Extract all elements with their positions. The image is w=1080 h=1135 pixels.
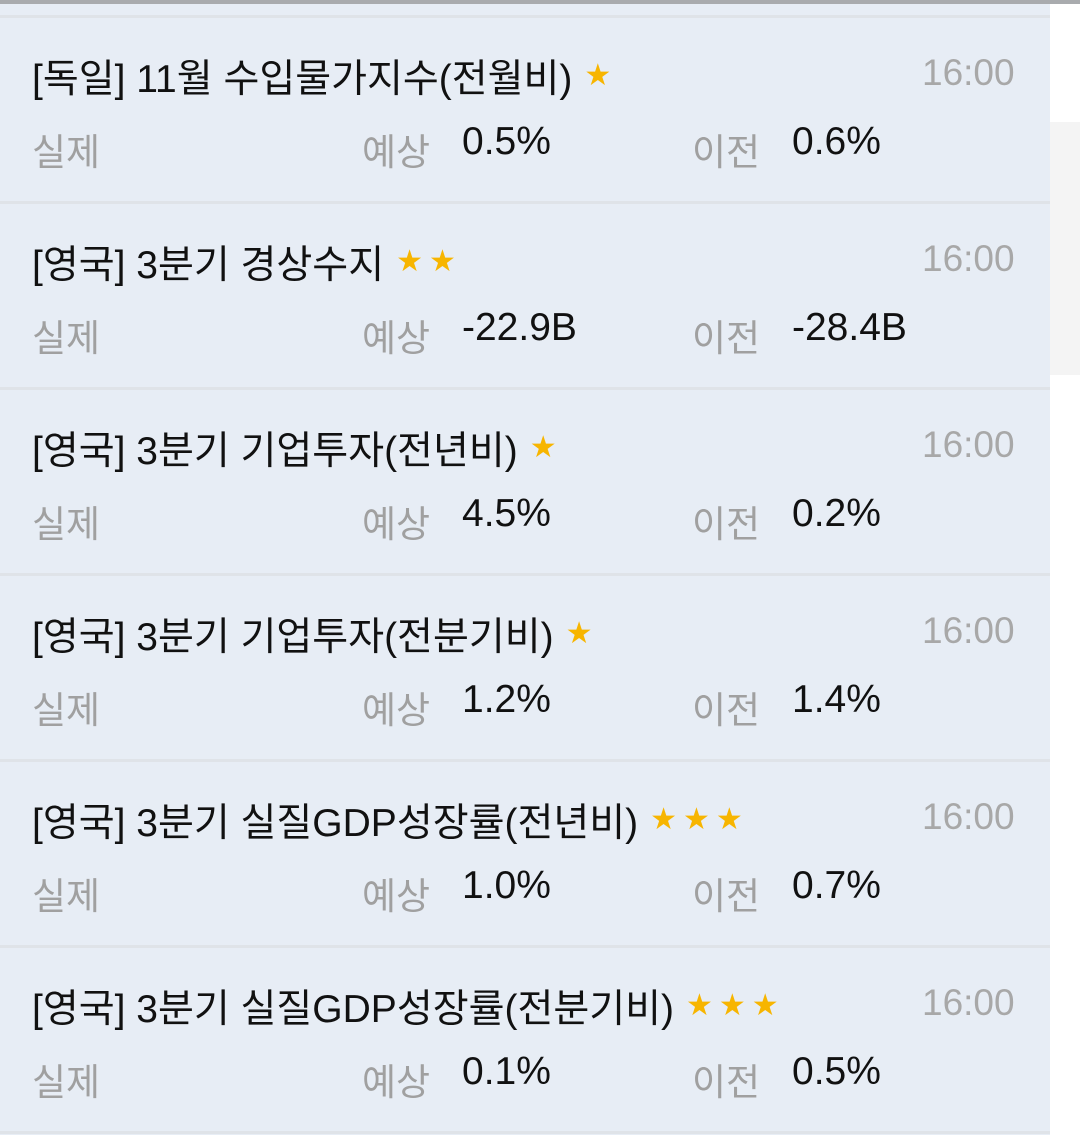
previous-value: 0.6%: [792, 120, 881, 163]
star-icon: ★: [428, 245, 456, 278]
event-row[interactable]: [영국] 3분기 실질GDP성장률(전분기비) ★ ★ ★ 16:00 실제 예상 0.1% 이…: [0, 945, 1050, 1131]
previous-label: 이전: [692, 504, 761, 545]
actual-label: 실제: [32, 690, 101, 731]
side-panel: [1050, 122, 1080, 375]
star-icon: ★: [650, 803, 677, 836]
economic-calendar-list[interactable]: [독일] 11월 수입물가지수(전월비) ★ 16:00 실제 예상 0.5% 이전 0.6%…: [0, 4, 1050, 1135]
previous-label: 이전: [692, 1062, 761, 1103]
event-row[interactable]: [영국] 3분기 실질GDP성장률(전년비) ★ ★ ★ 16:00 실제 예상 1.0% 이전…: [0, 759, 1050, 945]
event-row[interactable]: [영국] 3분기 기업투자(전년비) ★ 16:00 실제 예상 4.5% 이전 0.2%: [0, 387, 1050, 573]
forecast-label: 예상: [362, 318, 431, 359]
star-icon: ★: [751, 989, 779, 1022]
forecast-label: 예상: [362, 1062, 431, 1103]
star-icon: ★: [529, 431, 557, 464]
event-title: [영국] 3분기 실질GDP성장률(전년비): [32, 802, 639, 845]
event-title-line: [영국] 3분기 실질GDP성장률(전년비) ★ ★ ★: [32, 792, 743, 848]
actual-label: 실제: [32, 1062, 101, 1103]
importance-stars: ★ ★ ★: [686, 991, 779, 1021]
event-title-line: [독일] 11월 수입물가지수(전월비) ★: [32, 48, 611, 104]
event-title: [영국] 3분기 실질GDP성장률(전분기비): [32, 988, 674, 1031]
forecast-value: 1.0%: [462, 864, 551, 907]
event-row[interactable]: [영국] 3분기 경상수지 ★ ★ 16:00 실제 예상 -22.9B 이전 -28.4B: [0, 201, 1050, 387]
event-time: 16:00: [922, 424, 1015, 465]
forecast-value: -22.9B: [462, 306, 577, 349]
previous-value: 0.7%: [792, 864, 881, 907]
forecast-label: 예상: [362, 690, 431, 731]
event-title: [독일] 11월 수입물가지수(전월비): [32, 58, 573, 101]
actual-label: 실제: [32, 318, 101, 359]
event-row[interactable]: [독일] 11월 수입물가지수(전월비) ★ 16:00 실제 예상 0.5% 이전 0.6%: [0, 15, 1050, 201]
event-time: 16:00: [922, 52, 1015, 93]
previous-label: 이전: [692, 690, 761, 731]
forecast-label: 예상: [362, 504, 431, 545]
event-title-line: [영국] 3분기 경상수지 ★ ★: [32, 234, 456, 290]
importance-stars: ★: [584, 61, 611, 91]
importance-stars: ★: [530, 433, 557, 463]
previous-value: 0.2%: [792, 492, 881, 535]
event-title-line: [영국] 3분기 실질GDP성장률(전분기비) ★ ★ ★: [32, 978, 779, 1034]
star-icon: ★: [685, 989, 713, 1022]
previous-label: 이전: [692, 132, 761, 173]
forecast-value: 0.1%: [462, 1050, 551, 1093]
event-title-line: [영국] 3분기 기업투자(전년비) ★: [32, 420, 557, 476]
star-icon: ★: [565, 617, 593, 650]
actual-label: 실제: [32, 132, 101, 173]
event-title: [영국] 3분기 기업투자(전분기비): [32, 616, 554, 659]
top-scroll-edge: [0, 0, 1080, 4]
forecast-label: 예상: [362, 876, 431, 917]
previous-value: 0.5%: [792, 1050, 881, 1093]
event-time: 16:00: [922, 238, 1015, 279]
actual-label: 실제: [32, 876, 101, 917]
forecast-value: 4.5%: [462, 492, 551, 535]
importance-stars: ★ ★: [396, 247, 456, 277]
event-title: [영국] 3분기 기업투자(전년비): [32, 430, 518, 473]
star-icon: ★: [584, 59, 612, 92]
forecast-label: 예상: [362, 132, 431, 173]
actual-label: 실제: [32, 504, 101, 545]
forecast-value: 0.5%: [462, 120, 551, 163]
importance-stars: ★: [566, 619, 593, 649]
event-time: 16:00: [922, 982, 1015, 1023]
previous-value: -28.4B: [792, 306, 907, 349]
event-time: 16:00: [922, 796, 1015, 837]
previous-label: 이전: [692, 876, 761, 917]
list-divider: [0, 1131, 1050, 1134]
star-icon: ★: [715, 803, 743, 836]
event-time: 16:00: [922, 610, 1015, 651]
previous-value: 1.4%: [792, 678, 881, 721]
event-title-line: [영국] 3분기 기업투자(전분기비) ★: [32, 606, 592, 662]
star-icon: ★: [718, 989, 746, 1022]
importance-stars: ★ ★ ★: [650, 805, 743, 835]
previous-label: 이전: [692, 318, 761, 359]
event-title: [영국] 3분기 경상수지: [32, 244, 385, 287]
star-icon: ★: [396, 245, 423, 278]
star-icon: ★: [683, 803, 710, 836]
forecast-value: 1.2%: [462, 678, 551, 721]
event-row[interactable]: [영국] 3분기 기업투자(전분기비) ★ 16:00 실제 예상 1.2% 이전 1.4%: [0, 573, 1050, 759]
